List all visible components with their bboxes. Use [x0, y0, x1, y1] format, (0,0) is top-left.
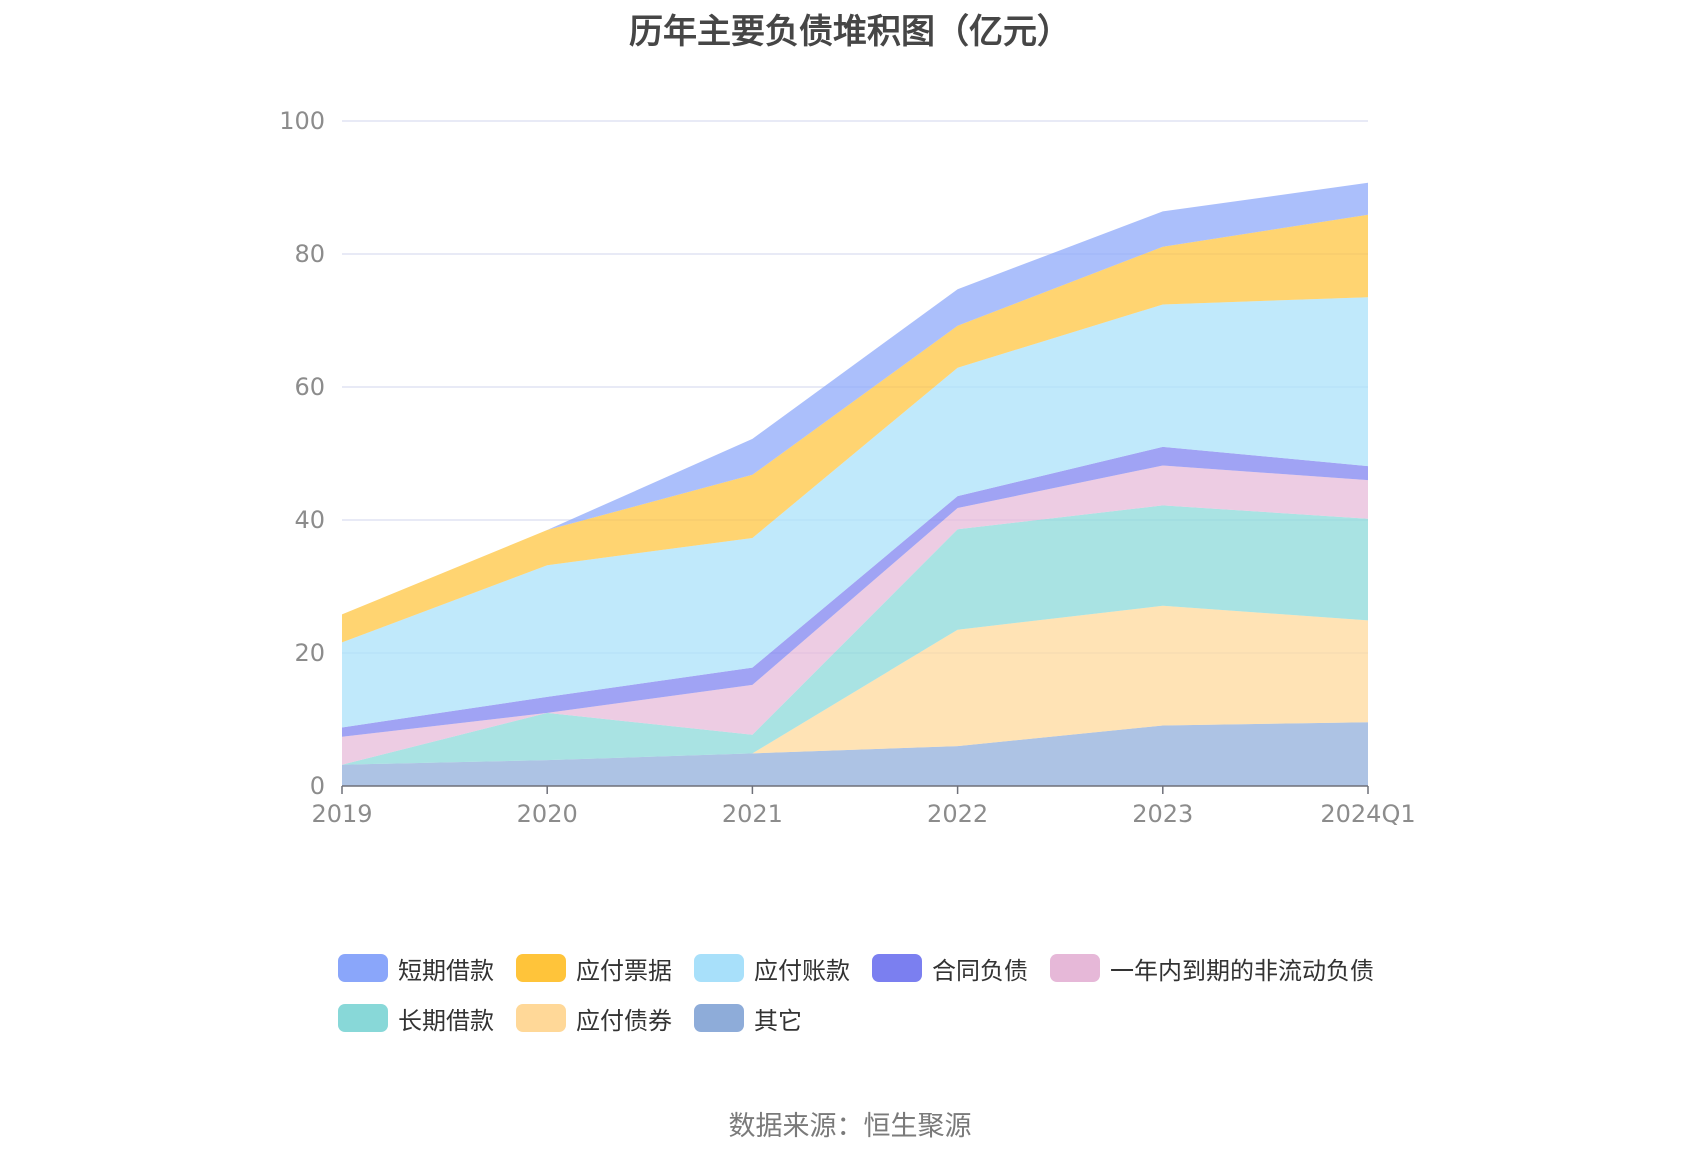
legend-item[interactable]: 长期借款	[338, 1000, 494, 1036]
area-series-1[interactable]	[342, 605, 1368, 765]
legend-item[interactable]: 短期借款	[338, 950, 494, 986]
legend-label: 应付票据	[576, 956, 672, 985]
legend-label: 合同负债	[932, 956, 1028, 985]
legend-item[interactable]: 应付账款	[694, 950, 850, 986]
legend-swatch	[338, 954, 388, 982]
area-series-4[interactable]	[342, 446, 1368, 737]
x-tick-label: 2023	[1132, 800, 1193, 828]
legend-item[interactable]: 应付票据	[516, 950, 672, 986]
legend-swatch	[694, 954, 744, 982]
legend-label: 其它	[754, 1006, 802, 1035]
x-tick-label: 2019	[311, 800, 372, 828]
legend-item[interactable]: 应付债券	[516, 1000, 672, 1036]
legend-item[interactable]: 一年内到期的非流动负债	[1050, 950, 1374, 986]
legend-label: 应付债券	[576, 1006, 672, 1035]
legend-item[interactable]: 其它	[694, 1000, 802, 1036]
legend-swatch	[338, 1004, 388, 1032]
chart-title: 历年主要负债堆积图（亿元）	[629, 12, 1071, 52]
y-tick-label: 20	[294, 639, 325, 667]
legend-swatch	[872, 954, 922, 982]
area-series-0[interactable]	[342, 722, 1368, 786]
chart-legend: 短期借款 应付票据 应付账款 合同负债 一年内到期的非流动负债长期借款 应付债券 其它	[338, 950, 1398, 1036]
legend-item[interactable]: 合同负债	[872, 950, 1028, 986]
legend-swatch	[1050, 954, 1100, 982]
y-tick-label: 60	[294, 373, 325, 401]
x-tick-label: 2024Q1	[1320, 800, 1415, 828]
y-tick-label: 0	[310, 772, 325, 800]
legend-swatch	[516, 1004, 566, 1032]
y-tick-label: 40	[294, 506, 325, 534]
x-tick-label: 2022	[927, 800, 988, 828]
legend-label: 长期借款	[398, 1006, 494, 1035]
area-layer	[342, 182, 1368, 786]
stacked-area-chart: 0 20 40 60 80 100 2019 2020 2021 2022 2023 2024Q1	[279, 107, 1415, 828]
data-source-note: 数据来源：恒生聚源	[728, 1111, 972, 1142]
area-series-5[interactable]	[342, 297, 1368, 728]
legend-swatch	[516, 954, 566, 982]
legend-label: 一年内到期的非流动负债	[1110, 956, 1374, 985]
axis-layer: 0 20 40 60 80 100 2019 2020 2021 2022 2023 2024Q1	[279, 107, 1415, 828]
area-series-7[interactable]	[342, 182, 1368, 615]
legend-label: 短期借款	[398, 956, 494, 985]
x-tick-label: 2021	[722, 800, 783, 828]
legend-swatch	[694, 1004, 744, 1032]
legend-label: 应付账款	[754, 956, 850, 985]
y-tick-label: 100	[279, 107, 325, 135]
area-series-2[interactable]	[342, 505, 1368, 765]
x-tick-label: 2020	[517, 800, 578, 828]
area-series-6[interactable]	[342, 214, 1368, 643]
area-series-3[interactable]	[342, 465, 1368, 765]
y-tick-label: 80	[294, 240, 325, 268]
